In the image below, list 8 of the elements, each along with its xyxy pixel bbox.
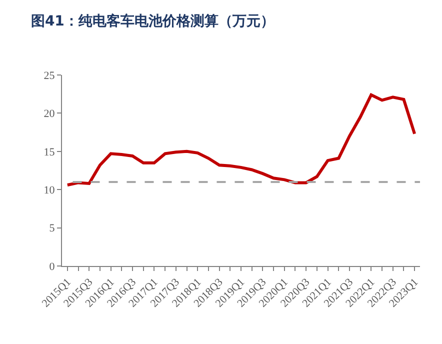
y-tick-label: 0 bbox=[49, 260, 56, 273]
chart-title: 图41：纯电客车电池价格测算（万元） bbox=[30, 12, 274, 30]
line-series bbox=[66, 93, 416, 187]
y-tick-label: 5 bbox=[49, 222, 56, 235]
y-tick-label: 25 bbox=[44, 70, 56, 82]
y-tick-label: 15 bbox=[44, 146, 56, 158]
y-tick-label: 20 bbox=[44, 108, 56, 120]
y-tick-label: 10 bbox=[44, 184, 56, 196]
